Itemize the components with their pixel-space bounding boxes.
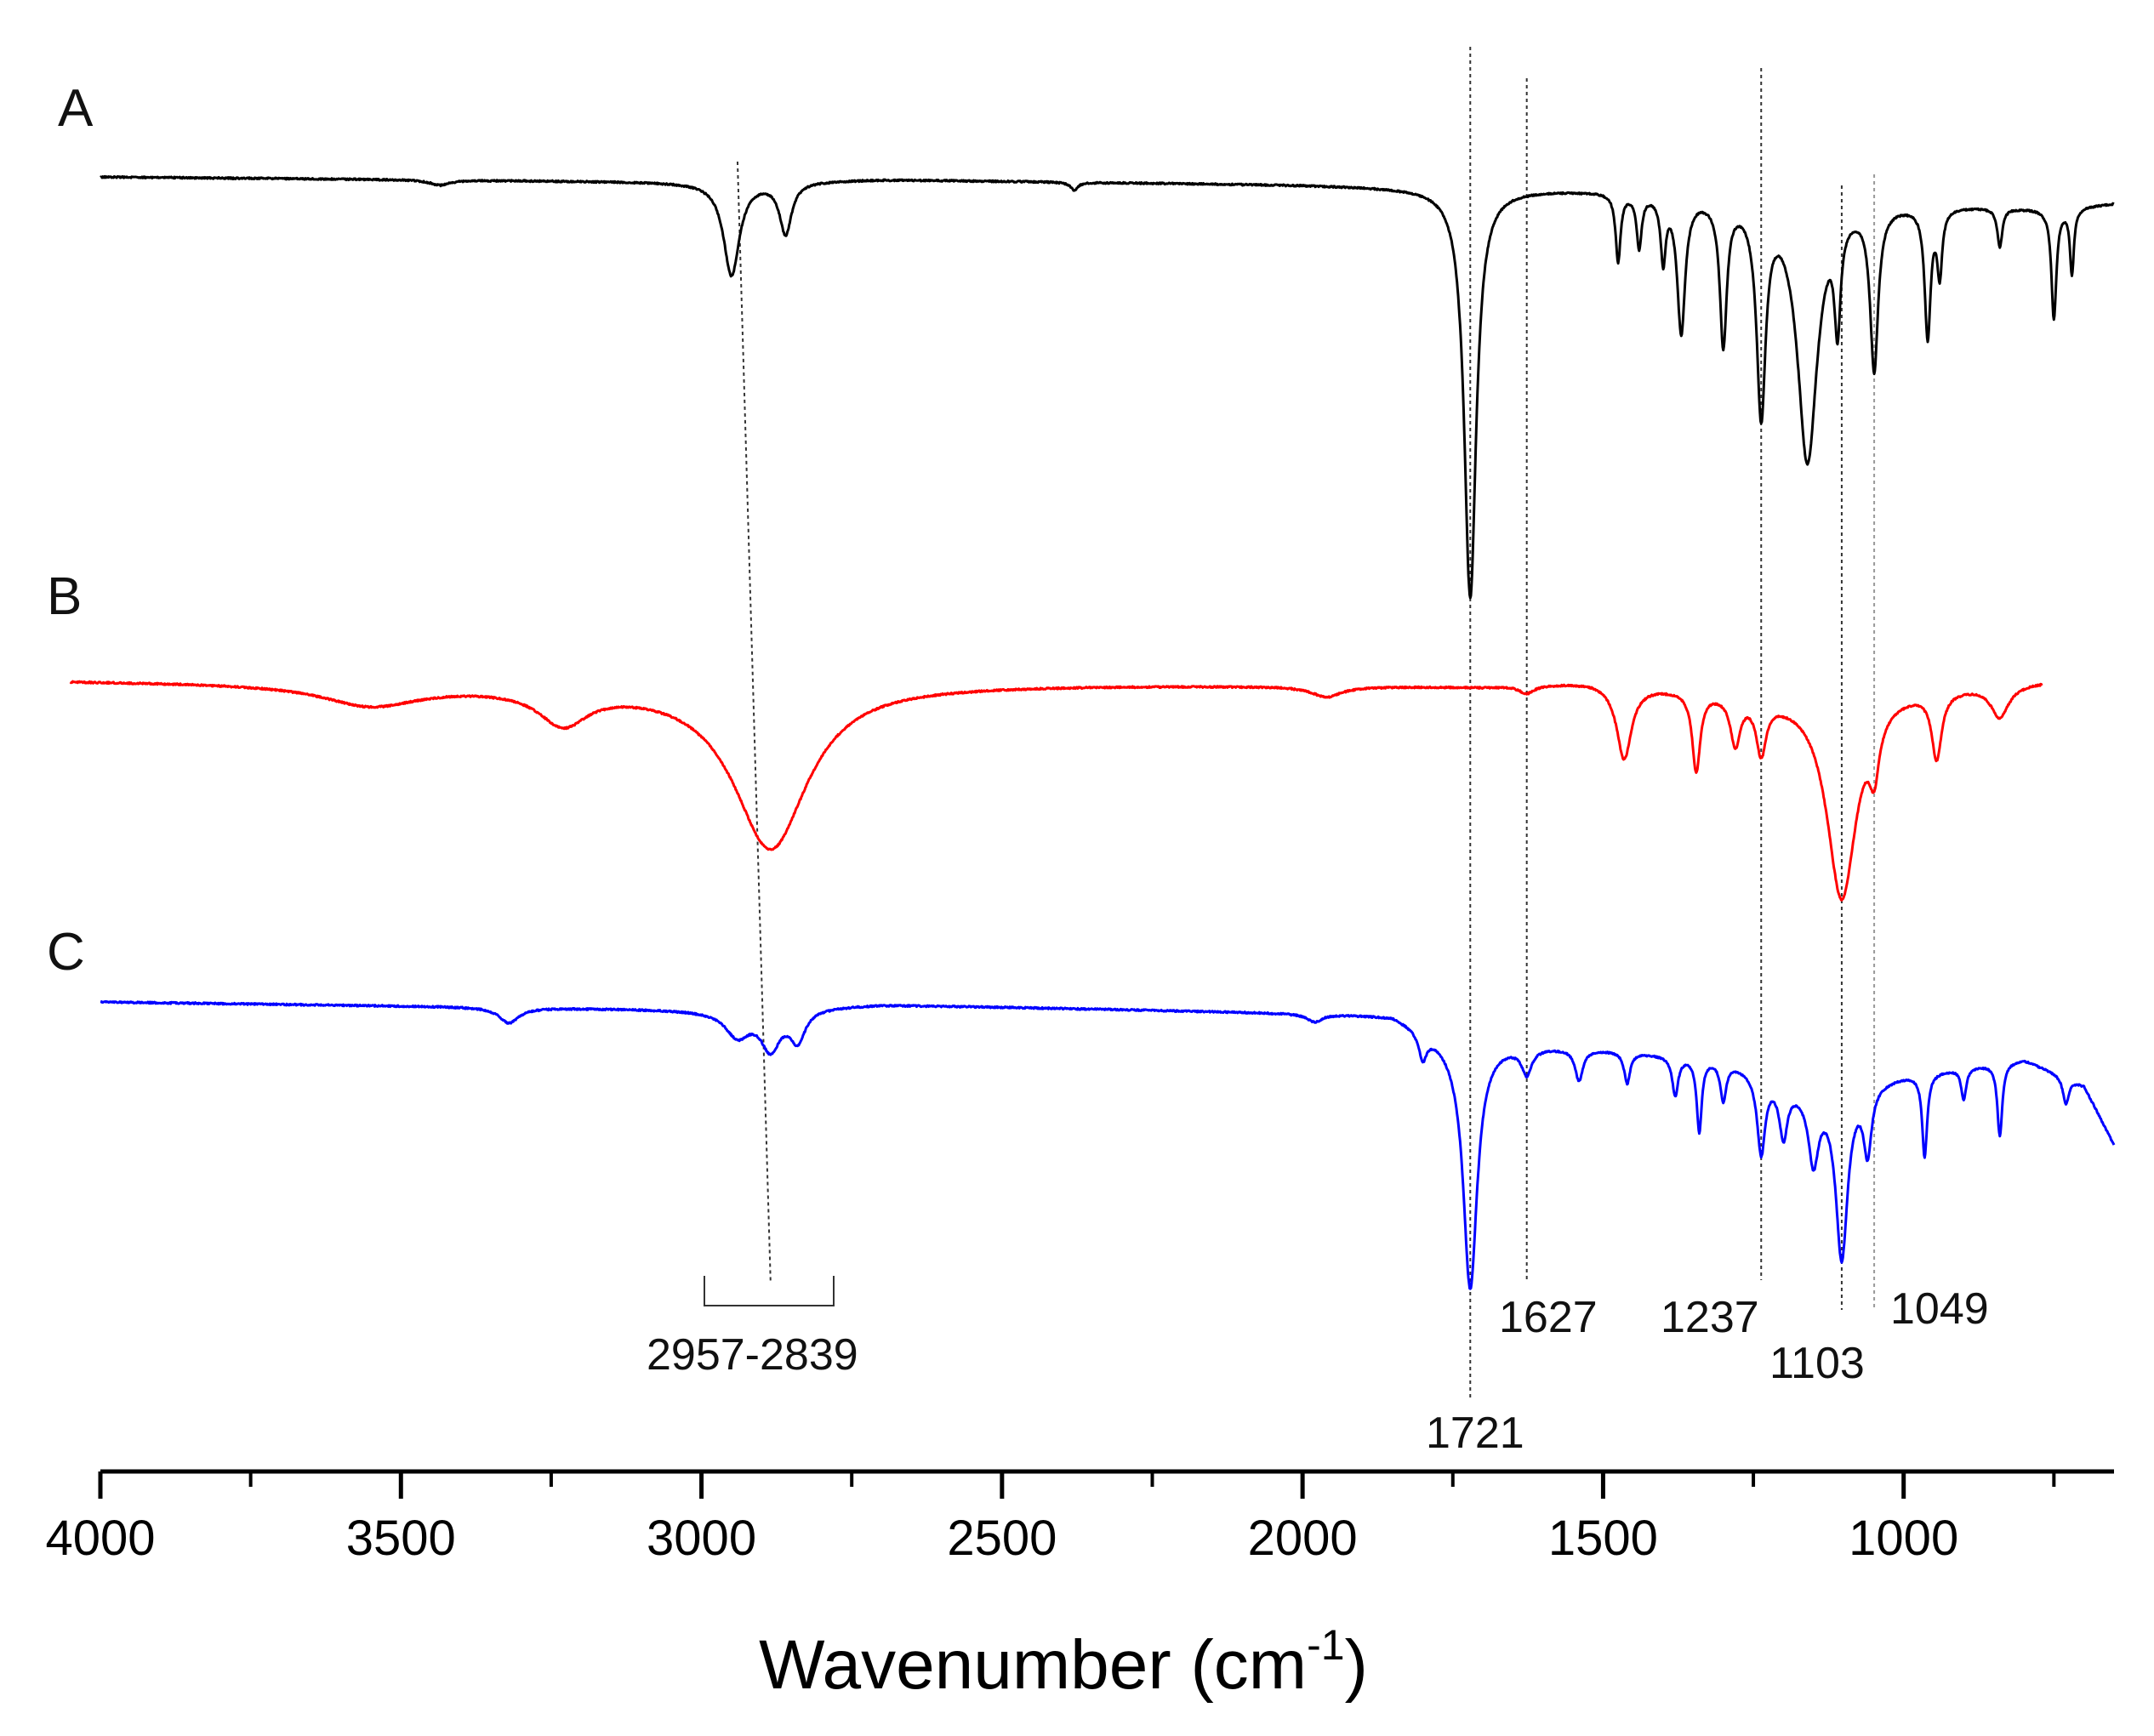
panel-label-a: A [58,79,94,138]
spectrum-line-c [100,999,2116,1290]
x-tick-label-3000: 3000 [647,1511,756,1566]
panel-labels: A B C [47,79,94,982]
panel-label-b: B [47,567,82,626]
x-axis-title-superscript: -1 [1307,1621,1344,1669]
spectrum-line-a [100,174,2115,600]
annotation-1103: 1103 [1769,1339,1865,1388]
peak-annotations: 2957-2839 1721 1627 1237 1103 1049 [647,1276,1989,1458]
x-tick-label-1000: 1000 [1849,1511,1958,1566]
x-tick-label-4000: 4000 [45,1511,155,1566]
x-tick-label-1500: 1500 [1548,1511,1658,1566]
annotation-1237: 1237 [1661,1293,1759,1342]
spectra-series [69,174,2116,1290]
reference-line-ch-stretch [736,161,772,1284]
range-bracket [704,1276,835,1306]
annotation-2957-2839: 2957-2839 [647,1330,858,1380]
x-axis-title: Wavenumber (cm-1) [759,1621,1368,1704]
spectrum-line-b [69,680,2043,902]
annotation-1627: 1627 [1499,1293,1598,1342]
annotation-1721: 1721 [1426,1409,1524,1458]
x-tick-label-3500: 3500 [346,1511,456,1566]
annotation-1049: 1049 [1890,1284,1989,1334]
x-tick-label-2000: 2000 [1248,1511,1358,1566]
panel-label-c: C [47,923,85,982]
x-axis-title-main: Wavenumber (cm [759,1626,1307,1704]
reference-lines [736,47,1876,1399]
x-tick-label-2500: 2500 [947,1511,1057,1566]
x-axis-ticks: 4000 3500 3000 2500 2000 1500 1000 [45,1471,2056,1566]
x-axis-title-close: ) [1345,1626,1368,1704]
